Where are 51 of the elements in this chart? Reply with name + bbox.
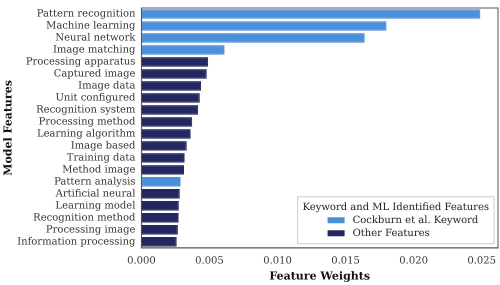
- bar: [141, 189, 180, 199]
- y-tick-label: Recognition method: [33, 212, 136, 224]
- bar: [141, 129, 191, 139]
- bar: [141, 45, 224, 55]
- x-tick-label: 0.010: [263, 255, 292, 266]
- bar: [141, 213, 179, 223]
- bar: [141, 69, 207, 79]
- y-tick-label: Training data: [66, 152, 136, 164]
- y-tick-label: Information processing: [17, 236, 136, 248]
- legend-label: Other Features: [352, 228, 430, 239]
- bar: [141, 177, 180, 187]
- bar: [141, 225, 178, 235]
- x-axis-title: Feature Weights: [269, 269, 370, 282]
- y-tick-label: Recognition system: [36, 104, 136, 116]
- bar: [141, 201, 179, 211]
- bar: [141, 153, 185, 163]
- y-tick-label: Processing method: [38, 116, 136, 128]
- bar: [141, 165, 184, 175]
- y-tick-label: Artificial neural: [54, 188, 136, 200]
- y-tick-label: Image based: [70, 140, 136, 152]
- y-tick-label: Learning algorithm: [36, 128, 136, 140]
- y-tick-label: Unit configured: [55, 92, 136, 104]
- x-tick-label: 0.015: [331, 255, 360, 266]
- y-tick-label: Learning model: [55, 200, 136, 212]
- y-tick-label: Processing image: [46, 224, 136, 236]
- bar: [141, 33, 365, 43]
- bar: [141, 105, 198, 115]
- y-tick-label: Image data: [78, 80, 136, 92]
- y-tick-label: Machine learning: [46, 20, 136, 32]
- bar: [141, 237, 177, 247]
- y-tick-label: Image matching: [52, 44, 136, 56]
- y-tick-label: Neural network: [55, 32, 136, 44]
- x-tick-label: 0.005: [195, 255, 224, 266]
- bar: [141, 9, 480, 19]
- bar: [141, 81, 202, 91]
- legend-label: Cockburn et al. Keyword: [352, 214, 479, 226]
- x-tick-label: 0.000: [127, 255, 156, 266]
- x-tick-label: 0.025: [467, 255, 496, 266]
- bar: [141, 117, 192, 127]
- y-tick-label: Captured image: [54, 68, 136, 80]
- y-tick-label: Method image: [62, 164, 136, 176]
- bar: [141, 57, 208, 67]
- bar: [141, 93, 200, 103]
- y-tick-label: Pattern recognition: [36, 8, 136, 20]
- x-tick-label: 0.020: [399, 255, 428, 266]
- bar: [141, 141, 187, 151]
- bar: [141, 21, 386, 31]
- y-axis-title: Model Features: [1, 80, 14, 176]
- y-tick-label: Processing apparatus: [26, 56, 136, 68]
- y-tick-label: Pattern analysis: [54, 176, 136, 188]
- legend-title: Keyword and ML Identified Features: [302, 202, 489, 213]
